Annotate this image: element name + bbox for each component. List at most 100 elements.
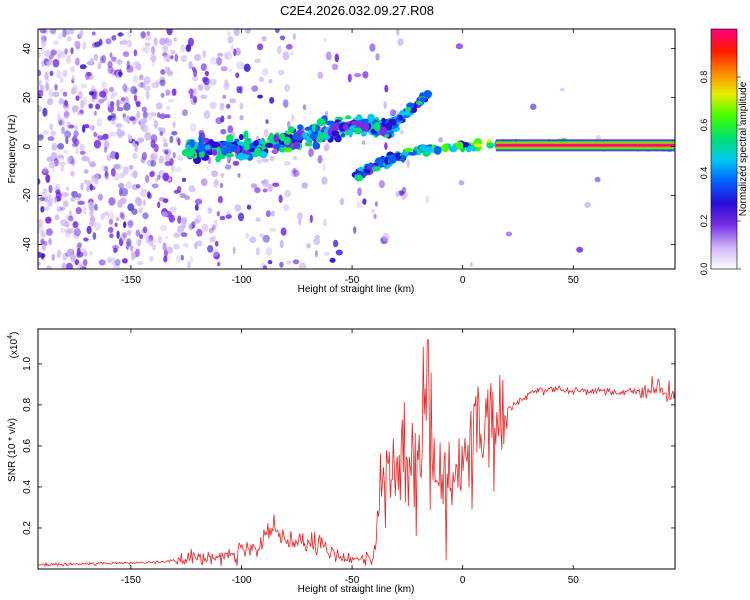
heatmap-cell bbox=[388, 154, 397, 163]
heatmap-cell bbox=[140, 156, 146, 164]
heatmap-cell bbox=[122, 39, 128, 45]
heatmap-cell bbox=[181, 220, 187, 229]
heatmap-cell bbox=[62, 91, 68, 97]
heatmap-cell bbox=[77, 242, 82, 248]
heatmap-cell bbox=[296, 212, 303, 221]
heatmap-cell bbox=[54, 214, 60, 221]
heatmap-cell bbox=[159, 79, 166, 87]
heatmap-cell bbox=[165, 106, 171, 111]
heatmap-cell bbox=[382, 232, 390, 242]
heatmap-cell bbox=[155, 80, 161, 87]
heatmap-cell bbox=[73, 228, 82, 237]
heatmap-cell bbox=[40, 46, 45, 54]
heatmap-cell bbox=[135, 248, 140, 258]
heatmap-cell bbox=[164, 149, 169, 155]
heatmap-cell bbox=[108, 86, 114, 93]
heatmap-cell bbox=[52, 142, 57, 149]
heatmap-cell bbox=[335, 249, 343, 256]
heatmap-cell bbox=[146, 230, 152, 237]
heatmap-cell bbox=[406, 159, 411, 168]
heatmap-cell bbox=[425, 194, 430, 204]
heatmap-cell bbox=[196, 143, 205, 153]
heatmap-cell bbox=[122, 232, 128, 238]
heatmap-cell bbox=[103, 146, 108, 153]
heatmap-cell bbox=[256, 158, 262, 164]
heatmap-cell bbox=[38, 218, 43, 228]
heatmap-cell bbox=[42, 206, 50, 211]
heatmap-cell bbox=[214, 240, 219, 247]
heatmap-cell bbox=[287, 120, 291, 129]
heatmap-cell bbox=[239, 115, 244, 121]
heatmap-cell bbox=[403, 147, 413, 152]
colorbar-tick-label: 0.0 bbox=[699, 263, 709, 276]
heatmap-cell bbox=[126, 238, 132, 247]
heatmap-cell bbox=[135, 184, 141, 189]
heatmap-cell bbox=[104, 170, 109, 179]
heatmap-cell bbox=[109, 131, 117, 137]
heatmap-cell bbox=[161, 211, 168, 218]
heatmap-cell bbox=[123, 221, 127, 228]
heatmap-cell bbox=[167, 98, 175, 104]
heatmap-cell bbox=[71, 190, 78, 198]
heatmap-cell bbox=[216, 57, 222, 66]
heatmap-cell bbox=[238, 134, 244, 141]
heatmap-cell bbox=[184, 195, 190, 201]
heatmap-cell bbox=[141, 152, 147, 160]
heatmap-cell bbox=[82, 258, 88, 267]
heatmap-cell bbox=[220, 102, 225, 111]
heatmap-cell bbox=[83, 237, 89, 242]
heatmap-cell bbox=[340, 132, 346, 138]
heatmap-cell bbox=[132, 152, 138, 160]
heatmap-cell bbox=[316, 118, 326, 127]
heatmap-cell bbox=[157, 235, 163, 244]
heatmap-cell bbox=[139, 233, 144, 240]
heatmap-cell bbox=[458, 180, 465, 186]
heatmap-cell bbox=[141, 47, 146, 52]
heatmap-cell bbox=[124, 96, 129, 105]
heatmap-cell bbox=[220, 66, 228, 72]
heatmap-cell bbox=[254, 58, 261, 64]
heatmap-cell bbox=[96, 118, 103, 127]
heatmap-cell bbox=[110, 168, 116, 177]
heatmap-cell bbox=[235, 72, 240, 79]
heatmap-cell bbox=[165, 54, 171, 63]
heatmap-cell bbox=[38, 178, 41, 185]
heatmap-cell bbox=[66, 36, 72, 42]
heatmap-cell bbox=[44, 71, 49, 80]
heatmap-cell bbox=[180, 232, 188, 238]
heatmap-cell bbox=[486, 142, 494, 149]
heatmap-cell bbox=[74, 124, 78, 132]
heatmap-cell bbox=[118, 123, 124, 128]
heatmap-cell bbox=[107, 257, 112, 263]
heatmap-cell bbox=[75, 57, 80, 66]
heatmap-cell bbox=[188, 61, 193, 70]
heatmap-cell bbox=[118, 187, 123, 197]
spectrogram-x-tick-label: -100 bbox=[231, 275, 251, 286]
heatmap-cell bbox=[127, 220, 134, 228]
heatmap-cell bbox=[126, 65, 134, 73]
heatmap-cell bbox=[60, 228, 67, 233]
heatmap-cell bbox=[177, 215, 182, 224]
heatmap-cell bbox=[111, 56, 117, 62]
heatmap-cell bbox=[57, 49, 63, 56]
heatmap-cell bbox=[62, 29, 67, 38]
heatmap-cell bbox=[146, 31, 151, 36]
heatmap-cell bbox=[386, 122, 391, 127]
heatmap-cell bbox=[45, 174, 50, 183]
heatmap-cell bbox=[57, 113, 61, 122]
heatmap-cell bbox=[190, 255, 194, 264]
heatmap-cell bbox=[342, 123, 349, 131]
heatmap-cell bbox=[187, 261, 191, 269]
heatmap-cell bbox=[98, 98, 105, 104]
heatmap-cell bbox=[354, 127, 363, 135]
heatmap-cell bbox=[88, 91, 94, 96]
heatmap-cell bbox=[234, 204, 242, 212]
heatmap-cell bbox=[202, 50, 206, 58]
heatmap-cell bbox=[133, 74, 138, 83]
heatmap-cell bbox=[135, 63, 142, 71]
heatmap-cell bbox=[86, 225, 92, 235]
heatmap-cell bbox=[318, 132, 327, 137]
heatmap-cell bbox=[280, 227, 287, 236]
heatmap-cell bbox=[51, 253, 55, 261]
heatmap-cell bbox=[194, 204, 199, 211]
